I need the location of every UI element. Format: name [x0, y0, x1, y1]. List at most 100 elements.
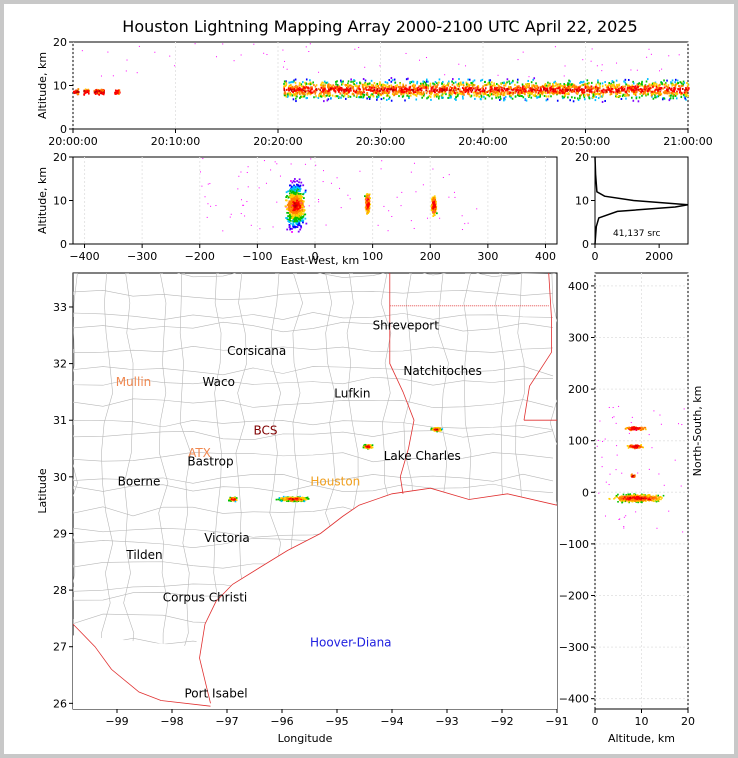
- source-point: [655, 96, 657, 99]
- source-point: [594, 92, 597, 95]
- source-point: [429, 95, 432, 98]
- source-point: [384, 91, 387, 94]
- source-point: [632, 496, 634, 499]
- source-point: [458, 88, 461, 91]
- source-point: [623, 497, 625, 500]
- source-point: [686, 82, 688, 85]
- source-point: [534, 85, 537, 88]
- source-point: [652, 495, 654, 498]
- source-point: [460, 92, 463, 95]
- source-point: [548, 90, 551, 93]
- source-point: [329, 92, 331, 95]
- source-point: [364, 82, 367, 85]
- source-point: [331, 87, 333, 90]
- source-point: [524, 90, 527, 93]
- source-point: [296, 86, 299, 89]
- source-point: [644, 494, 646, 496]
- source-point: [655, 498, 658, 500]
- source-point: [687, 89, 689, 92]
- source-point: [476, 91, 479, 94]
- source-point: [283, 80, 286, 83]
- source-point: [407, 89, 410, 92]
- source-point: [299, 205, 302, 207]
- source-point: [347, 80, 350, 83]
- source-point: [364, 443, 367, 446]
- source-point: [285, 199, 287, 202]
- source-point: [292, 222, 295, 225]
- source-point: [103, 89, 105, 92]
- source-point: [655, 88, 657, 91]
- source-point: [371, 446, 374, 449]
- source-point: [537, 92, 540, 95]
- source-point: [284, 84, 287, 87]
- source-point: [341, 82, 344, 85]
- source-point: [624, 94, 626, 97]
- source-point: [639, 82, 642, 85]
- source-point: [410, 171, 412, 173]
- source-point: [290, 192, 293, 194]
- source-point: [435, 208, 438, 211]
- source-point: [588, 96, 590, 99]
- source-point: [423, 87, 425, 90]
- source-point: [413, 93, 415, 96]
- county-line: [73, 273, 78, 694]
- source-point: [611, 84, 613, 87]
- source-point: [299, 215, 302, 218]
- source-point: [544, 86, 546, 89]
- source-point: [643, 88, 645, 91]
- source-point: [641, 83, 643, 86]
- source-point: [292, 201, 295, 203]
- source-point: [667, 86, 669, 89]
- source-point: [632, 82, 635, 85]
- source-point: [290, 190, 293, 192]
- source-point: [501, 86, 503, 89]
- source-point: [624, 500, 627, 503]
- source-point: [369, 203, 371, 206]
- source-point: [288, 224, 291, 226]
- source-point: [442, 85, 444, 88]
- county-line: [158, 273, 169, 694]
- source-point: [235, 499, 238, 502]
- source-point: [305, 496, 308, 499]
- source-point: [622, 493, 625, 496]
- source-point: [495, 87, 497, 90]
- source-point: [288, 206, 291, 208]
- source-point: [430, 87, 433, 90]
- source-point: [301, 205, 304, 208]
- source-point: [325, 94, 327, 97]
- source-point: [608, 497, 610, 500]
- source-point: [361, 93, 363, 96]
- source-point: [419, 92, 422, 95]
- source-point: [403, 87, 406, 90]
- source-point: [376, 82, 379, 85]
- source-point: [303, 91, 306, 94]
- source-point: [362, 89, 365, 92]
- source-point: [289, 227, 292, 230]
- county-line: [73, 321, 554, 333]
- source-point: [506, 90, 508, 93]
- source-point: [291, 202, 294, 205]
- source-point: [394, 90, 397, 93]
- source-point: [625, 83, 627, 86]
- source-point: [377, 94, 380, 97]
- source-point: [96, 91, 99, 94]
- source-point: [664, 82, 667, 85]
- source-point: [663, 79, 665, 82]
- source-point: [596, 65, 598, 67]
- source-point: [574, 88, 576, 91]
- source-point: [319, 89, 321, 92]
- source-point: [297, 212, 300, 215]
- source-point: [287, 202, 290, 205]
- source-point: [238, 175, 240, 177]
- source-point: [679, 81, 682, 84]
- source-point: [229, 216, 231, 218]
- source-point: [325, 81, 327, 84]
- source-point: [430, 91, 432, 94]
- source-point: [420, 91, 423, 94]
- source-point: [618, 497, 620, 499]
- source-point: [503, 99, 505, 102]
- source-point: [487, 94, 489, 97]
- source-point: [501, 88, 504, 91]
- source-point: [554, 92, 556, 95]
- source-point: [455, 91, 458, 94]
